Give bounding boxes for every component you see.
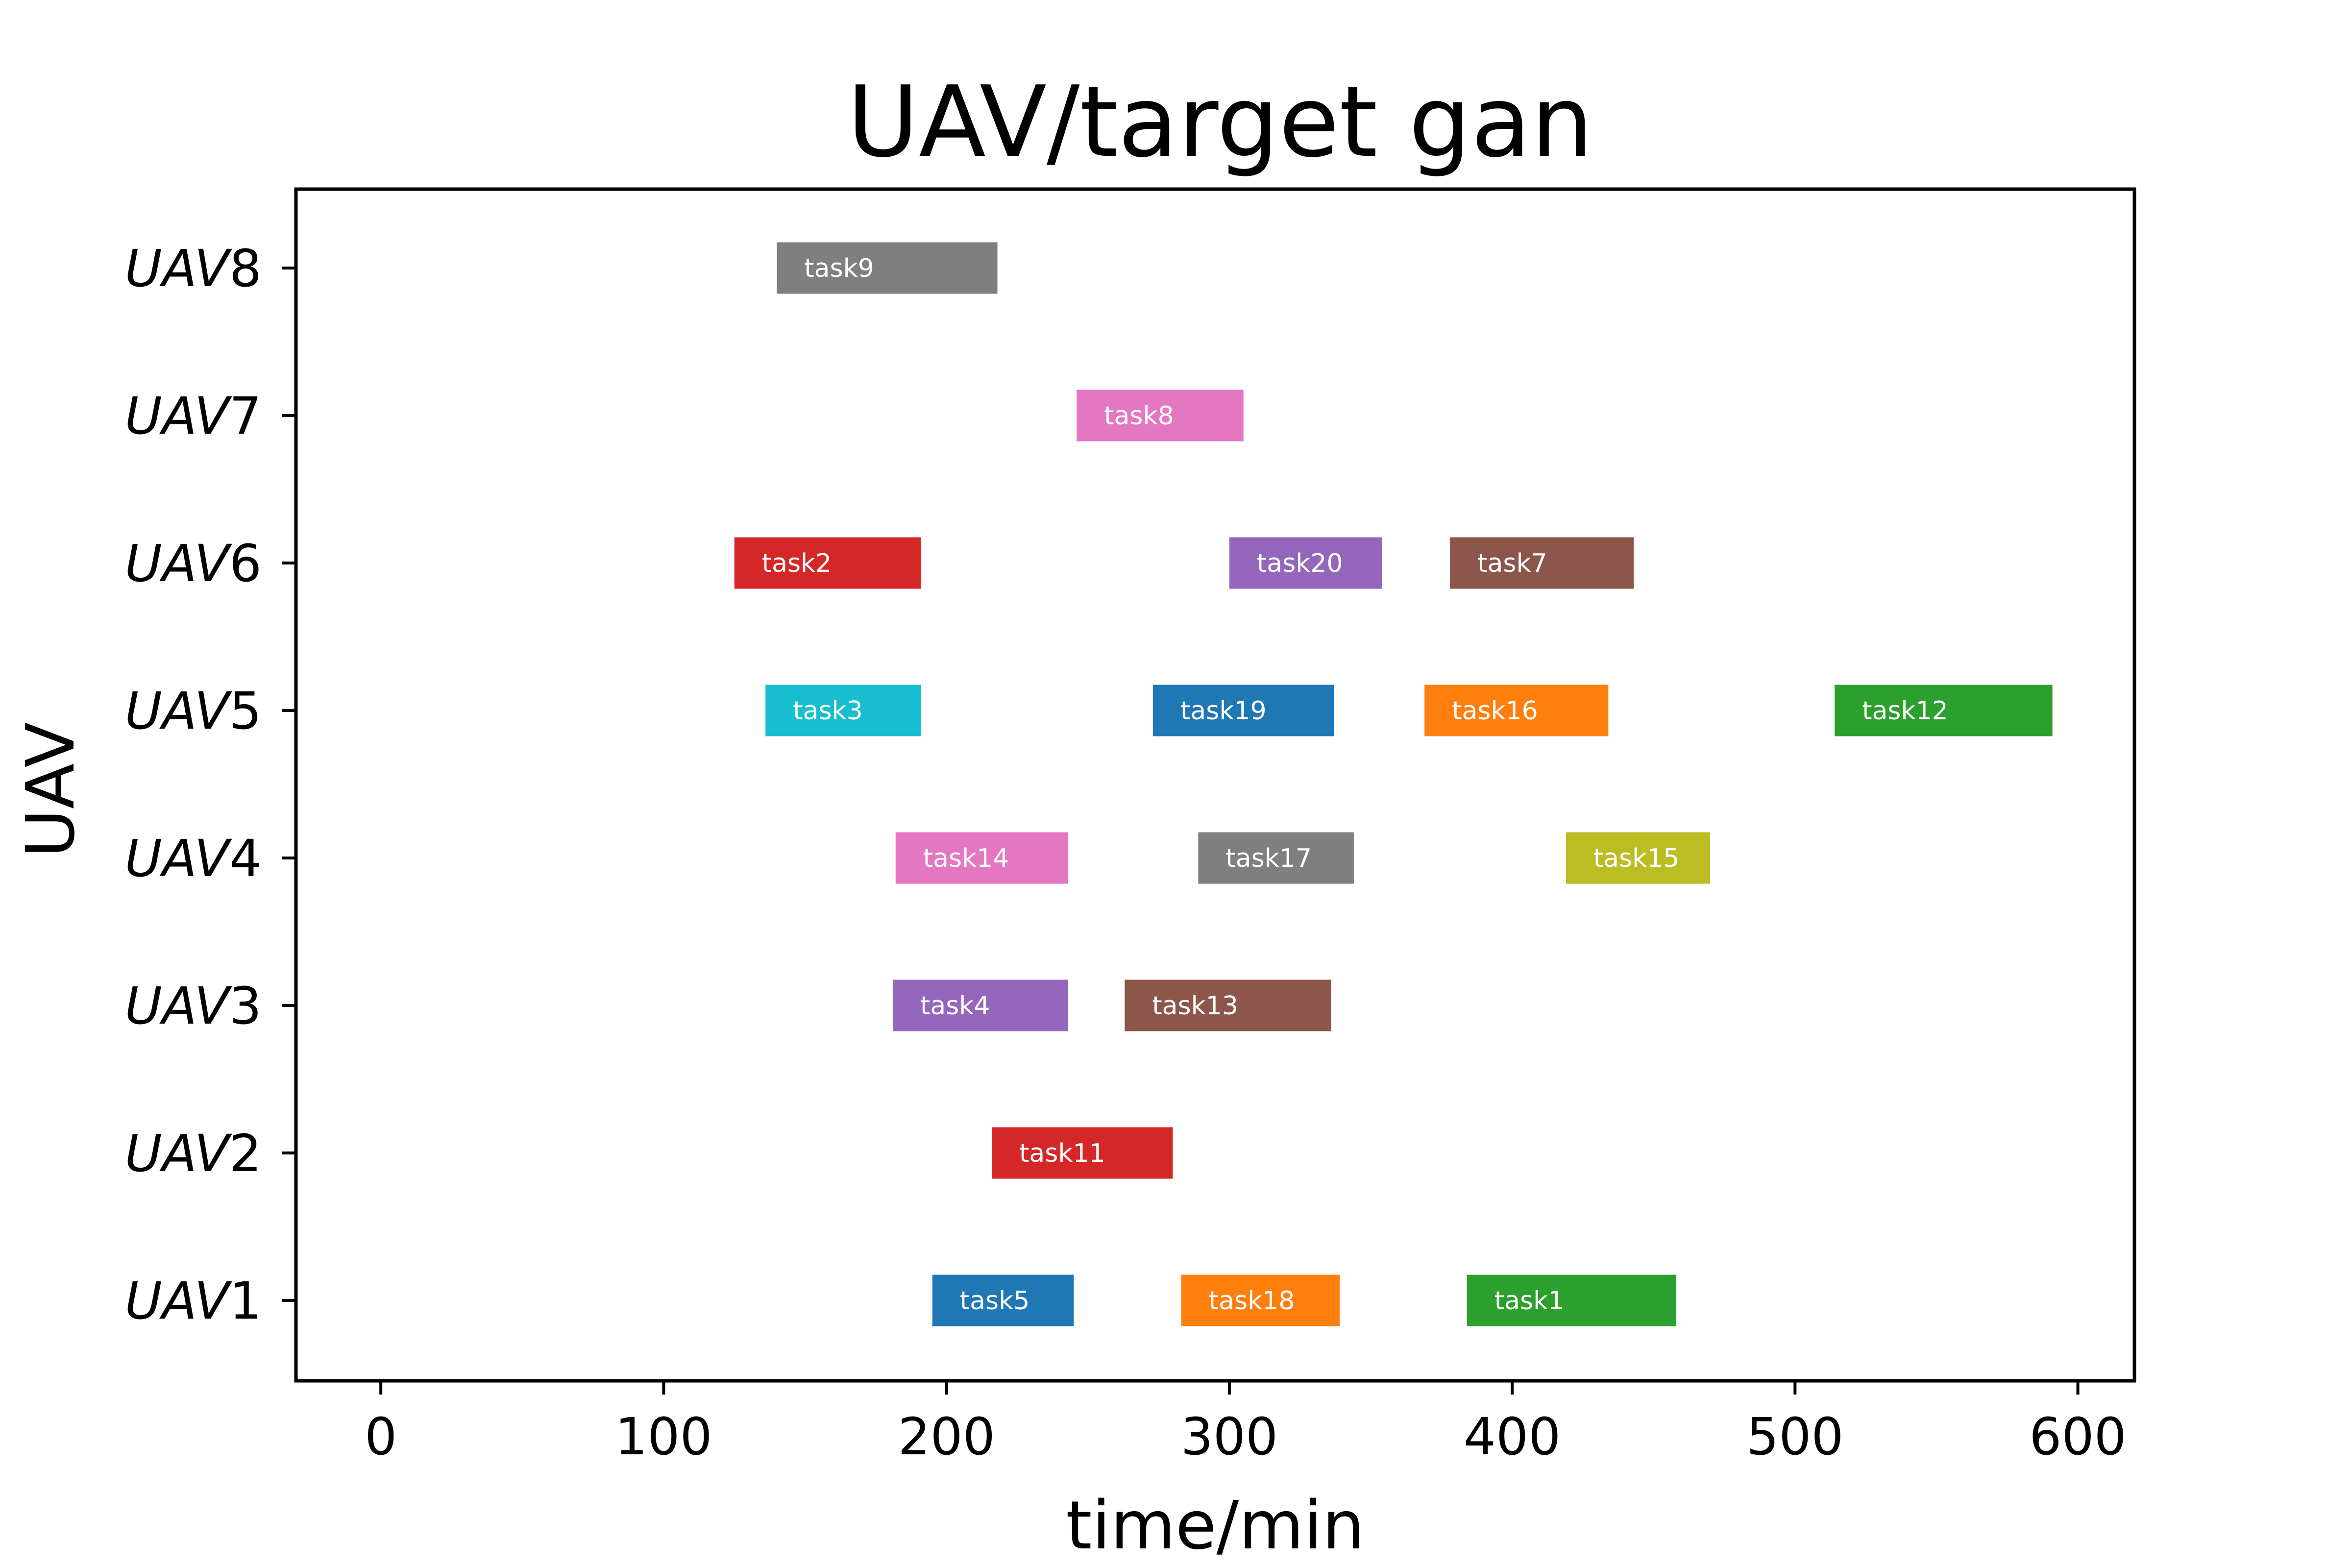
x-tick-label: 200 (898, 1407, 995, 1467)
task-bar (1153, 685, 1334, 736)
task-bar-label: task9 (804, 254, 874, 283)
x-tick-label: 300 (1181, 1407, 1278, 1467)
y-tick-label: UAV2 (125, 1124, 262, 1183)
task-bar (1181, 1274, 1340, 1326)
task-bar (765, 685, 921, 736)
x-tick-label: 0 (365, 1407, 397, 1467)
task-bar-label: task4 (920, 991, 990, 1021)
task-bar-label: task20 (1257, 549, 1343, 578)
x-axis-label: time/min (1066, 1487, 1365, 1565)
task-bar-label: task5 (960, 1286, 1030, 1316)
task-bar-label: task14 (923, 844, 1009, 873)
task-bar (895, 832, 1068, 884)
x-axis-ticks: 0 100 200 300 400 500 600 (365, 1381, 2127, 1467)
y-tick-label: UAV5 (125, 681, 262, 741)
y-tick-label: UAV4 (125, 829, 262, 888)
bars-layer: task5 task18 task1 task11 task4 task13 task14 t… (734, 242, 2053, 1326)
task-bar (1467, 1274, 1676, 1326)
y-axis-ticks: UAV1 UAV2 UAV3 UAV4 UAV5 UAV6 UAV7 UAV8 (125, 239, 296, 1331)
task-bar (734, 537, 921, 589)
task-bar-label: task11 (1019, 1139, 1105, 1168)
task-bar-label: task2 (762, 549, 832, 578)
task-bar-label: task3 (793, 696, 863, 726)
task-bar (1450, 537, 1634, 589)
task-bar (1835, 685, 2053, 736)
task-bar (1566, 832, 1711, 884)
y-axis-label: UAV (12, 722, 90, 858)
task-bar (932, 1274, 1074, 1326)
y-tick-label: UAV6 (125, 534, 262, 593)
task-bar-label: task8 (1104, 401, 1174, 431)
task-bar-label: task7 (1477, 549, 1547, 578)
y-tick-label: UAV8 (125, 239, 262, 298)
task-bar-label: task13 (1152, 991, 1238, 1021)
task-bar-label: task1 (1494, 1286, 1565, 1316)
task-bar (1424, 685, 1609, 736)
task-bar (1198, 832, 1354, 884)
chart-title: UAV/target gan (847, 65, 1593, 179)
task-bar (1125, 980, 1331, 1031)
task-bar-label: task17 (1225, 844, 1312, 873)
task-bar (892, 980, 1068, 1031)
plot-frame (294, 187, 2136, 1383)
x-tick-label: 600 (2029, 1407, 2127, 1467)
task-bar-label: task12 (1862, 696, 1948, 726)
task-bar (777, 242, 998, 294)
x-tick-label: 400 (1464, 1407, 1561, 1467)
task-bar-label: task19 (1180, 696, 1267, 726)
task-bar-label: task15 (1593, 844, 1680, 873)
task-bar (1077, 390, 1244, 441)
x-tick-label: 100 (615, 1407, 712, 1467)
task-bar-label: task18 (1209, 1286, 1295, 1316)
task-bar-label: task16 (1452, 696, 1538, 726)
x-tick-label: 500 (1746, 1407, 1844, 1467)
y-tick-label: UAV3 (125, 976, 262, 1036)
y-tick-label: UAV1 (125, 1271, 262, 1331)
task-bar (1229, 537, 1382, 589)
task-bar (991, 1127, 1173, 1179)
y-tick-label: UAV7 (125, 386, 262, 446)
